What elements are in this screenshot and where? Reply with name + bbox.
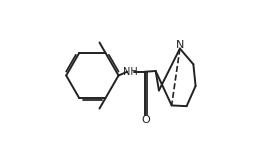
Text: N: N: [176, 40, 184, 50]
Text: O: O: [141, 115, 150, 125]
Text: NH: NH: [123, 67, 138, 77]
